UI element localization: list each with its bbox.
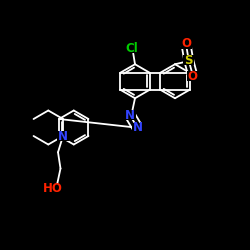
Bar <box>45 184 61 194</box>
Bar <box>183 56 194 66</box>
Bar <box>132 123 143 133</box>
Bar <box>124 110 136 120</box>
Text: HO: HO <box>43 182 63 196</box>
Text: N: N <box>132 121 142 134</box>
Text: N: N <box>58 130 68 142</box>
Bar <box>187 71 198 81</box>
Bar <box>180 38 192 48</box>
Bar <box>58 131 69 141</box>
Text: O: O <box>188 70 198 83</box>
Text: Cl: Cl <box>125 42 138 55</box>
Text: O: O <box>181 37 191 50</box>
Bar <box>122 44 141 54</box>
Text: N: N <box>125 109 135 122</box>
Text: S: S <box>184 54 193 67</box>
